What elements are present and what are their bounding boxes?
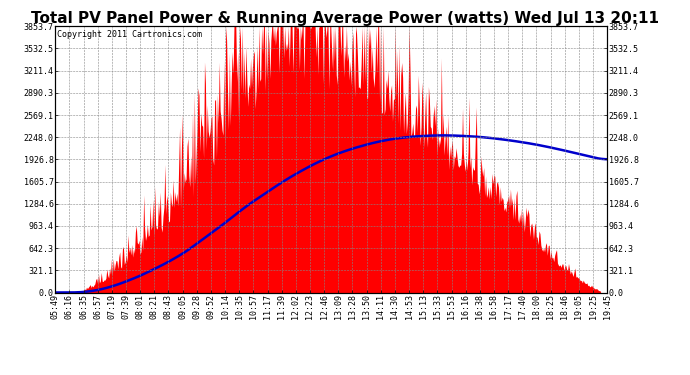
Text: Copyright 2011 Cartronics.com: Copyright 2011 Cartronics.com [57,30,202,39]
Text: Total PV Panel Power & Running Average Power (watts) Wed Jul 13 20:11: Total PV Panel Power & Running Average P… [31,11,659,26]
